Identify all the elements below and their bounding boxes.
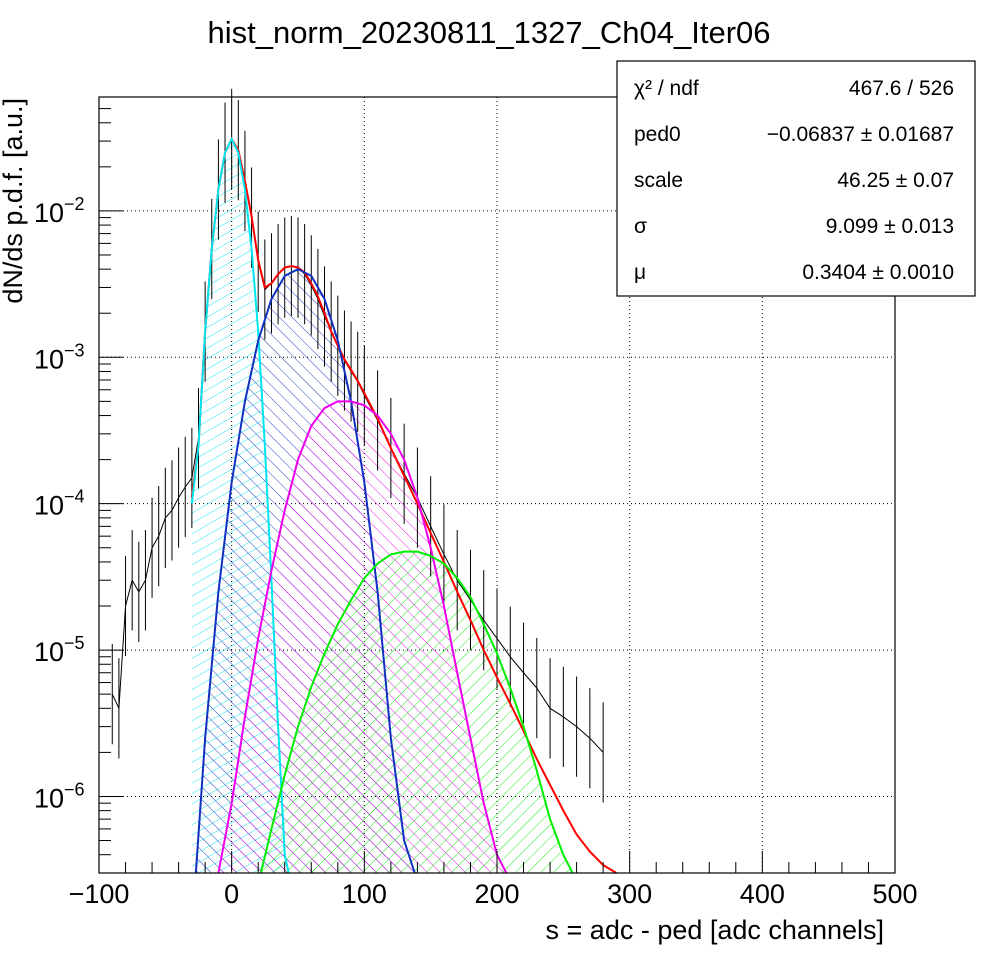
fit-curve <box>259 550 574 874</box>
x-tick-label: 400 <box>740 879 785 909</box>
stat-value: −0.06837 ± 0.01687 <box>767 123 954 146</box>
fit-curve <box>190 136 290 874</box>
y-axis-label: dN/ds p.d.f. [a.u.] <box>0 98 28 304</box>
axis-ticks <box>98 96 896 874</box>
fit-statistics-box: χ² / ndf 467.6 / 526 ped0 −0.06837 ± 0.0168… <box>616 60 976 297</box>
stat-label: scale <box>634 169 683 192</box>
y-tick-label: 10−6 <box>34 779 85 813</box>
y-tick-label: 10−5 <box>34 633 85 667</box>
chart-title: hist_norm_20230811_1327_Ch04_Iter06 <box>207 15 770 50</box>
stat-value: 467.6 / 526 <box>849 77 954 100</box>
stat-value: 46.25 ± 0.07 <box>837 169 954 192</box>
y-tick-label: 10−2 <box>34 194 85 228</box>
y-tick-label: 10−4 <box>34 487 85 521</box>
fit-curve <box>194 268 416 874</box>
x-tick-label: 500 <box>872 879 917 909</box>
x-axis-label: s = adc - ped [adc channels] <box>546 915 884 945</box>
y-tick-label: 10−3 <box>34 340 85 374</box>
stat-label: ped0 <box>634 123 681 146</box>
fit-curves <box>190 136 617 874</box>
stat-label: μ <box>634 261 646 284</box>
fit-curve <box>217 400 508 874</box>
x-tick-label: 100 <box>342 879 387 909</box>
histogram <box>111 88 604 803</box>
stat-value: 0.3404 ± 0.0010 <box>802 261 954 284</box>
fit-component-fill <box>260 551 573 873</box>
stat-label: σ <box>634 215 647 238</box>
x-tick-label: 0 <box>224 879 239 909</box>
x-tick-label: 300 <box>607 879 652 909</box>
stat-value: 9.099 ± 0.013 <box>826 215 954 238</box>
fit-fills <box>191 138 573 873</box>
stats-box-frame <box>616 60 976 297</box>
x-tick-label: 200 <box>474 879 519 909</box>
x-tick-label: −100 <box>69 879 130 909</box>
stat-label: χ² / ndf <box>634 77 699 100</box>
y-tick-labels: 10−2 10−3 10−4 10−5 10−6 <box>34 194 85 814</box>
x-tick-labels: −100 0 100 200 300 400 500 <box>69 879 918 909</box>
